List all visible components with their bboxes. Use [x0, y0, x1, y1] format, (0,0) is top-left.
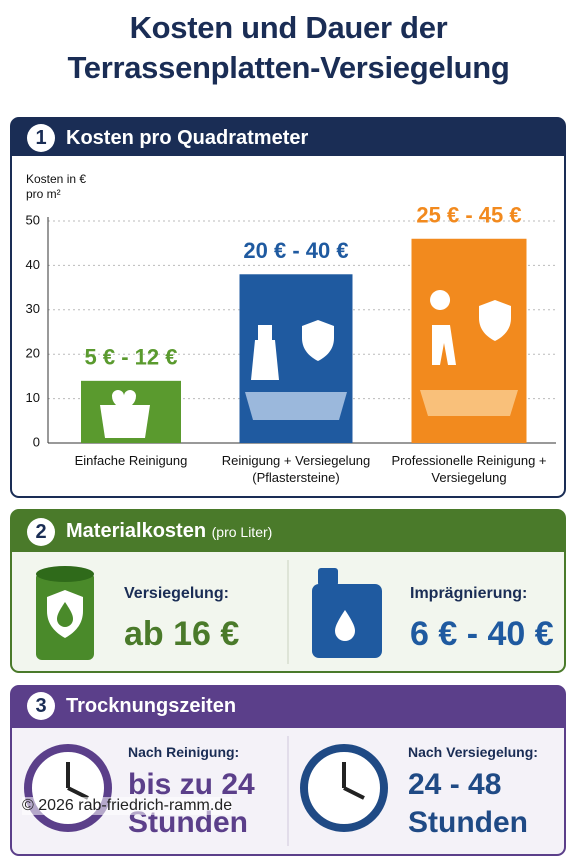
- section-heading: Trocknungszeiten: [66, 695, 237, 717]
- item-label: Nach Reinigung:: [128, 744, 240, 760]
- icon: [430, 290, 456, 365]
- y-tick-label: 20: [26, 346, 40, 361]
- heading-text: Materialkosten: [66, 520, 207, 542]
- item-label: Imprägnierung:: [410, 585, 528, 602]
- section-heading: Materialkosten (pro Liter): [66, 520, 272, 543]
- section-number: 1: [35, 127, 47, 149]
- icon: [302, 320, 334, 361]
- item-value: ab 16 €: [124, 615, 240, 653]
- bar-annotation: 20 € - 40 €: [243, 238, 348, 263]
- y-tick-label: 0: [33, 434, 40, 449]
- number-badge: [27, 692, 55, 720]
- icon: [245, 392, 347, 420]
- bar-annotation: 5 € - 12 €: [85, 345, 178, 370]
- section-number: 2: [35, 521, 47, 543]
- icon: [100, 405, 150, 438]
- x-tick-label: Professionelle Reinigung + Versiegelung: [391, 453, 547, 485]
- can-icon: [36, 566, 94, 660]
- section-header: [11, 510, 565, 552]
- page-title: Kosten und Dauer der Terrassenplatten-Ve…: [67, 10, 510, 85]
- x-tick-label: Einfache Reinigung: [74, 453, 188, 468]
- item-value: 24 - 48 Stunden: [408, 768, 528, 839]
- canister-icon: [312, 568, 382, 658]
- section-heading: Kosten pro Quadratmeter: [66, 127, 309, 149]
- y-tick-label: 30: [26, 301, 40, 316]
- item-value: 6 € - 40 €: [410, 615, 554, 653]
- y-axis-label: Kosten in € pro m²: [26, 172, 87, 201]
- watermark: © 2026 rab-friedrich-ramm.de: [22, 797, 233, 815]
- y-tick-label: 50: [26, 212, 40, 227]
- section-header: [11, 118, 565, 156]
- icon: [479, 300, 511, 341]
- section-number: 3: [35, 695, 47, 717]
- icon: [251, 325, 279, 380]
- clock-icon: [300, 744, 388, 832]
- y-tick-label: 10: [26, 390, 40, 405]
- section-header: [11, 686, 565, 728]
- heading-note: (pro Liter): [211, 524, 273, 540]
- item-label: Versiegelung:: [124, 585, 229, 602]
- y-tick-label: 40: [26, 257, 40, 272]
- number-badge: [27, 518, 55, 546]
- icon: [420, 390, 518, 416]
- icon: [112, 390, 136, 408]
- item-label: Nach Versiegelung:: [408, 744, 538, 760]
- number-badge: [27, 124, 55, 152]
- x-tick-label: Reinigung + Versiegelung (Pflastersteine…: [221, 453, 371, 485]
- clock-icon: [24, 744, 112, 832]
- bar-annotation: 25 € - 45 €: [416, 203, 521, 228]
